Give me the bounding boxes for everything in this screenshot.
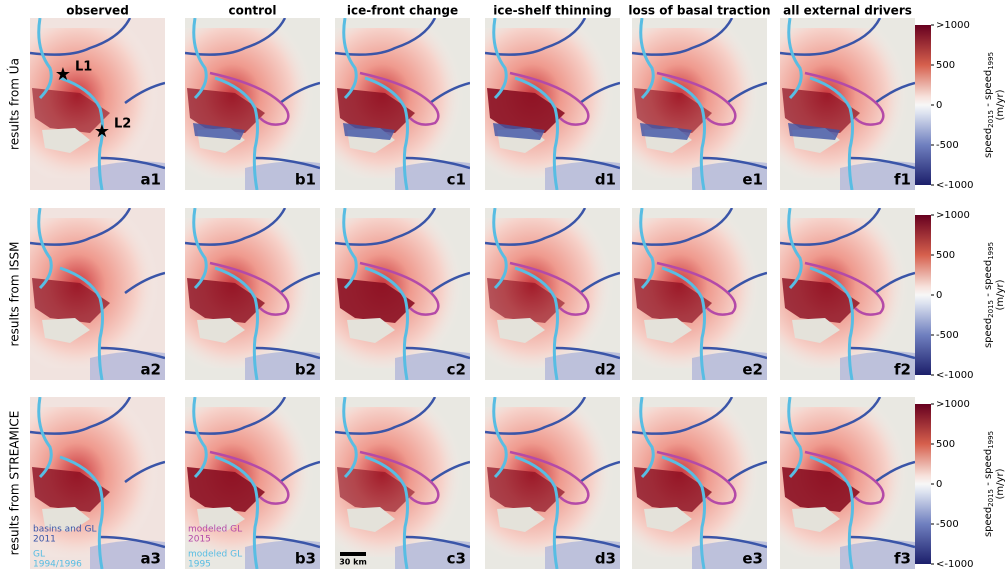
colorbar-label: speed2015 - speed1995 [983, 242, 995, 348]
label-part: 2015 [987, 110, 995, 128]
scale-bar [340, 552, 366, 556]
colorbar-tick-label: 500 [936, 250, 955, 261]
panel-label: c2 [447, 361, 466, 379]
label-part: speed [983, 507, 994, 537]
panel-label: f3 [894, 550, 911, 568]
label-part: - speed [983, 260, 994, 300]
panel-label: f2 [894, 361, 911, 379]
colorbar-tick-label: -500 [936, 140, 959, 151]
colorbar [915, 404, 931, 564]
panel-label: a3 [140, 550, 161, 568]
panel-label: d3 [595, 550, 616, 568]
label-part: - speed [983, 449, 994, 489]
panel-label: b2 [295, 361, 316, 379]
column-title: ice-shelf thinning [493, 4, 611, 18]
marker-label: L1 [75, 60, 92, 75]
colorbar-unit: (m/yr) [995, 89, 1005, 120]
column-title: ice-front change [347, 4, 458, 18]
label-part: 1995 [987, 242, 995, 260]
map-panel: d2 [485, 208, 620, 380]
map-panel: f1 [780, 18, 915, 190]
panel-label: d2 [595, 361, 616, 379]
label-part: 1995 [987, 431, 995, 449]
legend-text: 2015 [188, 535, 211, 545]
map-panel: b1 [185, 18, 320, 190]
panel-label: e1 [742, 171, 763, 189]
map-panel: a1 [30, 18, 165, 190]
column-title: loss of basal traction [628, 4, 770, 18]
panel-label: c1 [447, 171, 466, 189]
marker-label: L2 [114, 117, 131, 132]
colorbar-tick-label: 0 [936, 290, 942, 301]
colorbar-tick-label: 500 [936, 439, 955, 450]
colorbar-tick-label: 500 [936, 60, 955, 71]
colorbar-label: speed2015 - speed1995 [983, 52, 995, 158]
colorbar-tick-label: >1000 [936, 20, 970, 31]
scale-bar-label: 30 km [339, 558, 367, 567]
legend-text: 2011 [33, 535, 56, 545]
map-panel: f3 [780, 397, 915, 569]
colorbar-tick-label: >1000 [936, 399, 970, 410]
colorbar-tick-label: 0 [936, 100, 942, 111]
colorbar-unit: (m/yr) [995, 279, 1005, 310]
panel-label: f1 [894, 171, 911, 189]
column-title: observed [66, 4, 129, 18]
panel-label: a1 [140, 171, 161, 189]
row-label: results from Úa [7, 58, 22, 150]
label-part: 2015 [987, 300, 995, 318]
label-part: speed [983, 128, 994, 158]
panel-label: a2 [140, 361, 161, 379]
label-part: 1995 [987, 52, 995, 70]
colorbar-tick-label: -500 [936, 330, 959, 341]
panel-label: e2 [742, 361, 763, 379]
label-part: 2015 [987, 489, 995, 507]
map-panel: e1 [632, 18, 767, 190]
panel-label: b3 [295, 550, 316, 568]
legend-text: 1995 [188, 560, 211, 570]
colorbar-tick-label: 0 [936, 479, 942, 490]
row-label: results from STREAMICE [8, 411, 22, 556]
colorbar-tick-label: >1000 [936, 210, 970, 221]
legend-text: modeled GL [188, 550, 242, 560]
map-panel: b2 [185, 208, 320, 380]
map-panel: f2 [780, 208, 915, 380]
column-title: control [229, 4, 277, 18]
colorbar-tick-label: <-1000 [936, 370, 973, 381]
map-panel: d1 [485, 18, 620, 190]
star: ★ [55, 64, 71, 85]
map-panel: c3 [335, 397, 470, 569]
legend-text: basins and GL [33, 525, 96, 535]
panel-label: c3 [447, 550, 466, 568]
colorbar-label: speed2015 - speed1995 [983, 431, 995, 537]
map-panel: e3 [632, 397, 767, 569]
legend-text: modeled GL [188, 525, 242, 535]
colorbar-tick-label: <-1000 [936, 559, 973, 570]
row-label: results from ISSM [8, 242, 22, 347]
colorbar-tick-label: -500 [936, 519, 959, 530]
label-part: - speed [983, 70, 994, 110]
panel-label: d1 [595, 171, 616, 189]
map-panel: e2 [632, 208, 767, 380]
colorbar [915, 215, 931, 375]
legend-text: GL [33, 550, 45, 560]
colorbar-unit: (m/yr) [995, 468, 1005, 499]
panel-label: b1 [295, 171, 316, 189]
map-panel: a2 [30, 208, 165, 380]
panel-label: e3 [742, 550, 763, 568]
star: ★ [94, 121, 110, 142]
label-part: speed [983, 318, 994, 348]
figure: observed control ice-front change ice-shelf… [0, 0, 1005, 578]
map-panel: c2 [335, 208, 470, 380]
colorbar-tick-label: <-1000 [936, 180, 973, 191]
colorbar [915, 25, 931, 185]
legend-text: 1994/1996 [33, 560, 82, 570]
column-title: all external drivers [783, 4, 912, 18]
map-panel: d3 [485, 397, 620, 569]
map-panel: c1 [335, 18, 470, 190]
